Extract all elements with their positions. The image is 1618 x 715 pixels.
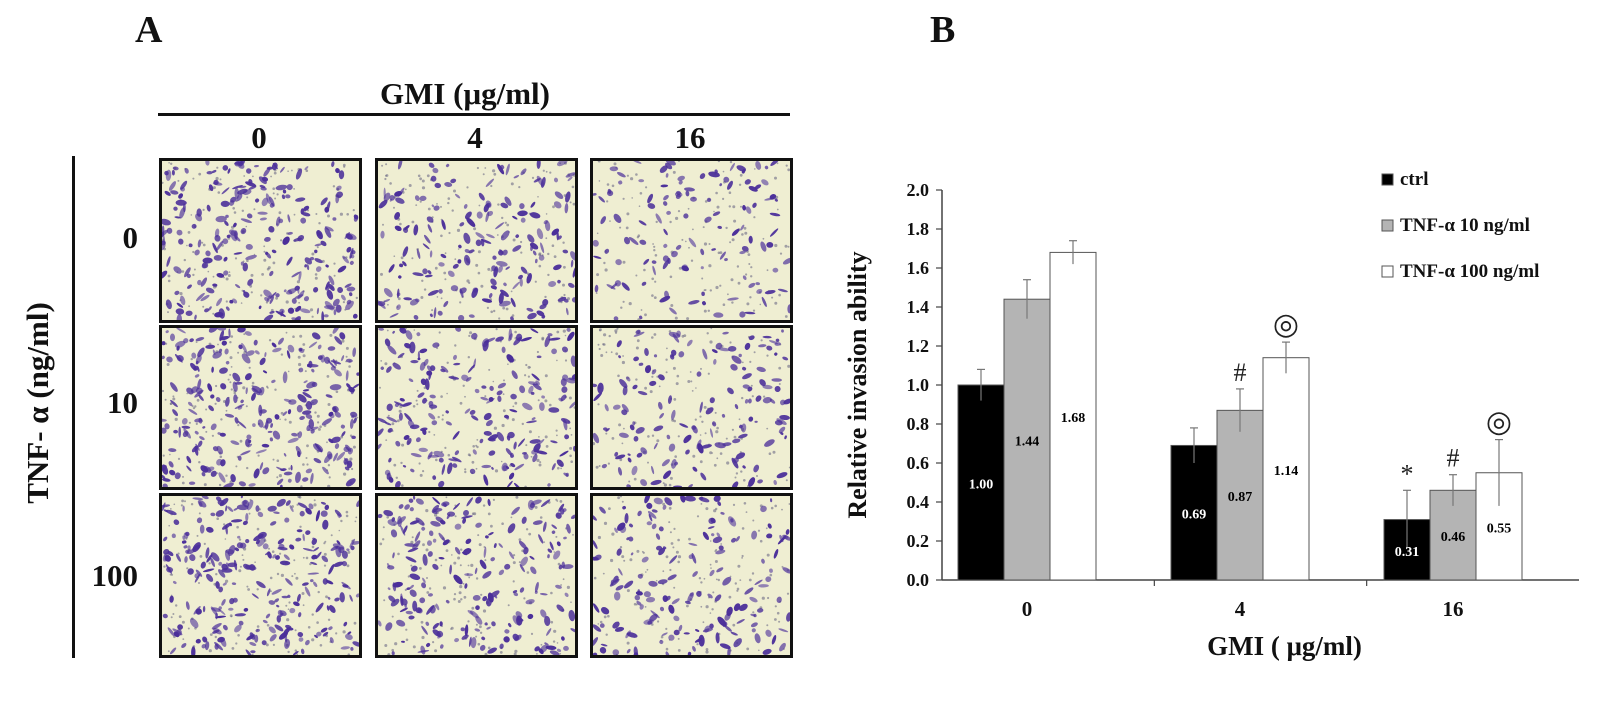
row-label-10: 10 bbox=[107, 385, 138, 420]
significance-marker: * bbox=[1401, 459, 1414, 488]
bar-value-label: 0.31 bbox=[1395, 545, 1420, 560]
col-label-0: 0 bbox=[251, 120, 267, 155]
micrograph-r100-c0 bbox=[159, 493, 362, 658]
bar-value-label: 1.14 bbox=[1274, 464, 1299, 479]
y-tick-label: 0.4 bbox=[907, 492, 930, 512]
significance-marker: # bbox=[1447, 444, 1460, 473]
bar bbox=[957, 384, 1005, 581]
legend-swatch bbox=[1381, 265, 1394, 278]
micrograph-r10-c0 bbox=[159, 325, 362, 490]
micrograph-r10-c4 bbox=[375, 325, 578, 490]
significance-marker: ◎ bbox=[1486, 406, 1512, 439]
legend-swatch bbox=[1381, 173, 1394, 186]
y-tick-label: 1.2 bbox=[907, 336, 930, 356]
row-label-0: 0 bbox=[122, 220, 139, 255]
panel-a-header: GMI (μg/ml) bbox=[380, 76, 550, 111]
panel-a-header-rule bbox=[158, 113, 790, 116]
x-tick-label: 16 bbox=[1443, 597, 1464, 621]
x-tick-label: 4 bbox=[1235, 597, 1246, 621]
panel-a-letter: A bbox=[135, 9, 163, 51]
panel-b-letter: B bbox=[930, 9, 956, 51]
micrograph-r100-c4 bbox=[375, 493, 578, 658]
bar bbox=[1003, 298, 1051, 581]
y-tick-label: 1.4 bbox=[907, 297, 930, 317]
y-tick-label: 0.6 bbox=[907, 453, 930, 473]
legend-swatch bbox=[1381, 219, 1394, 232]
legend-label: TNF-α 10 ng/ml bbox=[1400, 215, 1530, 236]
bar-value-label: 0.69 bbox=[1182, 508, 1207, 523]
col-label-4: 4 bbox=[467, 120, 483, 155]
bar-chart: 0.0 0.2 0.4 0.6 0.8 1.0 1.2 1.4 1.6 1.8 2.0 Relativ… bbox=[800, 140, 1610, 710]
y-tick-label: 1.0 bbox=[907, 375, 930, 395]
legend-label: ctrl bbox=[1400, 169, 1428, 190]
y-tick-label: 0.0 bbox=[907, 570, 930, 590]
significance-marker: ◎ bbox=[1273, 308, 1299, 341]
bar-value-label: 0.87 bbox=[1228, 490, 1253, 505]
bar-value-label: 1.00 bbox=[969, 478, 994, 493]
bar-value-label: 1.44 bbox=[1015, 435, 1040, 450]
y-tick-label: 0.2 bbox=[907, 531, 930, 551]
significance-marker: # bbox=[1234, 358, 1247, 387]
col-label-16: 16 bbox=[674, 120, 706, 155]
x-axis-label: GMI ( μg/ml) bbox=[1207, 631, 1362, 661]
y-tick-label: 0.8 bbox=[907, 414, 930, 434]
micrograph-r0-c0 bbox=[159, 158, 362, 323]
panel-a-row-rule bbox=[72, 156, 75, 658]
bar-value-label: 1.68 bbox=[1061, 411, 1086, 426]
micrograph-r0-c16 bbox=[590, 158, 793, 323]
micrograph-r10-c16 bbox=[590, 325, 793, 490]
bar-value-label: 0.55 bbox=[1487, 521, 1512, 536]
y-tick-label: 1.6 bbox=[907, 258, 930, 278]
legend-label: TNF-α 100 ng/ml bbox=[1400, 261, 1539, 282]
x-tick-label: 0 bbox=[1022, 597, 1033, 621]
y-tick-label: 2.0 bbox=[907, 180, 930, 200]
micrograph-r0-c4 bbox=[375, 158, 578, 323]
y-axis-label: Relative invasion ability bbox=[843, 251, 872, 518]
y-tick-label: 1.8 bbox=[907, 219, 930, 239]
bar-value-label: 0.46 bbox=[1441, 530, 1466, 545]
row-label-100: 100 bbox=[91, 558, 139, 593]
bar bbox=[1049, 251, 1097, 581]
micrograph-r100-c16 bbox=[590, 493, 793, 658]
